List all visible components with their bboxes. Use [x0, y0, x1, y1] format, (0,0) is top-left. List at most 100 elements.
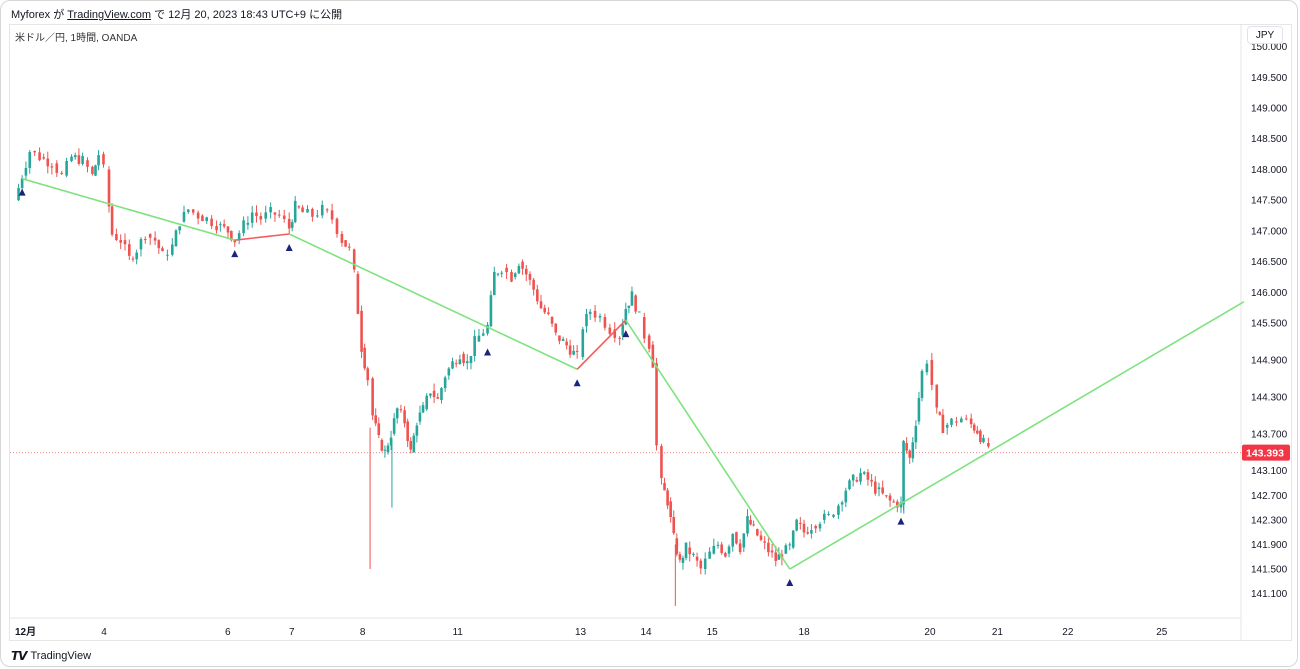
candle-body: [938, 412, 942, 415]
candle-body: [226, 226, 230, 233]
candle-body: [233, 240, 237, 243]
candle-body: [536, 289, 539, 302]
zigzag-segment: [576, 319, 627, 370]
candle-body: [759, 535, 763, 540]
candle-body: [205, 217, 209, 222]
candle-body: [77, 155, 81, 164]
candle-body: [855, 479, 859, 482]
candle-body: [892, 501, 895, 503]
candle-body: [320, 204, 324, 216]
candle-body: [360, 310, 363, 352]
candle-body: [107, 169, 111, 207]
candle-body: [73, 155, 77, 158]
candle-body: [593, 310, 597, 318]
candle-body: [806, 532, 810, 534]
candle-body: [810, 530, 813, 534]
candle-body: [950, 418, 953, 425]
zigzag-segment: [21, 177, 235, 241]
candle-body: [454, 363, 458, 365]
currency-button[interactable]: JPY: [1247, 26, 1283, 44]
y-tick-label: 142.300: [1251, 515, 1288, 526]
candle-body: [383, 449, 387, 451]
candle-body: [389, 437, 393, 446]
candle-body: [477, 335, 481, 342]
candle-body: [131, 258, 135, 260]
candle-body: [837, 505, 840, 515]
candle-body: [306, 208, 309, 213]
candle-body: [429, 393, 432, 396]
candle-body: [678, 554, 682, 560]
candle-body: [325, 209, 329, 211]
candle-body: [814, 526, 817, 529]
y-tick-label: 150.000: [1251, 42, 1288, 53]
author-link[interactable]: Myforex: [11, 9, 51, 21]
candle-body: [791, 530, 795, 548]
candle-body: [877, 487, 881, 490]
candle-body: [642, 317, 646, 339]
candle-body: [290, 222, 294, 228]
candle-body: [881, 487, 884, 494]
candle-body: [436, 397, 440, 399]
candle-body: [395, 408, 399, 419]
candle-body: [763, 541, 766, 543]
candle-body: [250, 212, 254, 223]
x-tick-label: 8: [360, 627, 366, 638]
header-particle-ga: が: [53, 9, 65, 21]
candle-body: [55, 163, 59, 173]
pivot-marker-icon: [285, 244, 293, 252]
candle-body: [784, 545, 788, 554]
candle-body: [699, 560, 703, 569]
candle-body: [874, 481, 877, 494]
candle-body: [392, 418, 396, 434]
y-tick-label: 149.500: [1251, 73, 1288, 84]
candle-body: [888, 495, 892, 501]
candle-body: [982, 437, 985, 443]
candle-body: [588, 311, 592, 315]
x-tick-label: 6: [225, 627, 231, 638]
candle-body: [561, 339, 565, 341]
candle-body: [917, 397, 921, 422]
publish-date: 12月 20, 2023 18:43 UTC+9 に公開: [168, 9, 343, 21]
candle-body: [727, 546, 731, 554]
site-link[interactable]: TradingView.com: [67, 9, 152, 21]
y-tick-label: 147.000: [1251, 226, 1288, 237]
candle-body: [585, 314, 588, 327]
candle-body: [618, 337, 621, 339]
candle-body: [246, 222, 250, 225]
candle-body: [634, 295, 637, 312]
pivot-marker-icon: [622, 330, 630, 338]
candle-body: [166, 254, 169, 256]
candle-body: [33, 151, 36, 153]
candle-body: [672, 517, 676, 534]
candle-body: [196, 212, 200, 219]
y-tick-label: 147.500: [1251, 196, 1288, 207]
candle-body: [613, 329, 617, 338]
tradingview-logo-icon: 𝙏𝙑: [11, 649, 28, 663]
candle-body: [524, 268, 528, 275]
candle-body: [627, 305, 631, 308]
candle-body: [528, 273, 532, 280]
candle-body: [481, 333, 485, 336]
pivot-marker-icon: [786, 579, 794, 587]
candle-body: [675, 538, 679, 555]
candle-body: [282, 215, 286, 219]
candle-body: [660, 446, 663, 479]
candle-body: [259, 216, 263, 220]
candle-body: [277, 214, 281, 216]
y-tick-label: 142.700: [1251, 491, 1288, 502]
symbol-label: 米ドル／円, 1時間, OANDA: [15, 33, 138, 44]
candle-body: [215, 226, 218, 231]
candle-body: [335, 218, 339, 234]
x-tick-label: 15: [707, 627, 719, 638]
candle-body: [896, 501, 899, 508]
candle-body: [186, 209, 190, 212]
candle-body: [380, 439, 384, 451]
footer-brand[interactable]: 𝙏𝙑 TradingView: [11, 649, 91, 663]
candle-body: [703, 558, 707, 570]
zigzag-segment: [288, 233, 578, 370]
candle-body: [17, 188, 20, 201]
candle-body: [489, 295, 493, 327]
candle-body: [799, 522, 802, 524]
candle-body: [513, 273, 517, 278]
